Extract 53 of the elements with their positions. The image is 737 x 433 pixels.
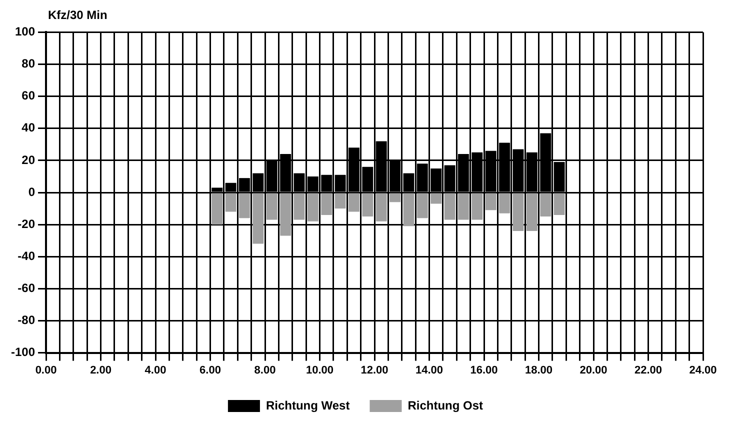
y-tick-label: -20 bbox=[18, 216, 36, 231]
bar bbox=[512, 193, 524, 231]
bar bbox=[294, 193, 305, 220]
bar bbox=[430, 193, 442, 204]
y-tick-label: 100 bbox=[14, 24, 36, 39]
bar bbox=[390, 193, 401, 202]
x-tick-label: 0.00 bbox=[35, 364, 57, 376]
y-tick-label: 40 bbox=[22, 120, 36, 135]
bar bbox=[225, 193, 236, 212]
bar bbox=[334, 193, 346, 209]
y-tick-label: 80 bbox=[22, 56, 36, 71]
x-tick-label: 12.00 bbox=[360, 364, 388, 376]
bar bbox=[485, 193, 496, 210]
y-axis-title: Kfz/30 Min bbox=[47, 8, 108, 22]
x-tick-label: 14.00 bbox=[415, 364, 444, 376]
bar bbox=[526, 193, 538, 231]
y-tick-label: -40 bbox=[18, 248, 36, 263]
bar bbox=[212, 193, 223, 225]
y-tick-label: 20 bbox=[22, 152, 36, 167]
bar bbox=[239, 193, 250, 218]
bar bbox=[540, 193, 552, 217]
bar bbox=[376, 193, 387, 222]
legend-label: Richtung West bbox=[266, 398, 350, 412]
bar bbox=[362, 193, 374, 217]
bar bbox=[499, 193, 510, 214]
x-tick-label: 16.00 bbox=[470, 364, 498, 376]
x-tick-label: 8.00 bbox=[254, 364, 276, 376]
bar bbox=[416, 193, 428, 218]
legend-label: Richtung Ost bbox=[408, 398, 484, 412]
bar bbox=[280, 193, 292, 236]
bar bbox=[348, 193, 360, 212]
x-tick-label: 22.00 bbox=[634, 364, 662, 376]
bar bbox=[266, 193, 278, 220]
bar bbox=[252, 193, 264, 244]
x-tick-label: 18.00 bbox=[524, 364, 553, 376]
bar bbox=[554, 193, 565, 215]
x-tick-label: 6.00 bbox=[200, 364, 221, 376]
bar bbox=[444, 193, 456, 220]
x-tick-label: 2.00 bbox=[90, 364, 112, 376]
bar bbox=[472, 193, 483, 220]
y-tick-label: -80 bbox=[18, 313, 36, 328]
x-tick-label: 4.00 bbox=[144, 364, 166, 376]
y-tick-label: 60 bbox=[22, 88, 36, 103]
y-tick-label: -100 bbox=[10, 345, 36, 360]
bar bbox=[307, 193, 318, 222]
x-tick-label: 10.00 bbox=[306, 364, 334, 376]
bar bbox=[458, 193, 469, 220]
y-tick-label: -60 bbox=[18, 280, 36, 295]
x-tick-label: 24.00 bbox=[689, 364, 717, 376]
x-tick-label: 20.00 bbox=[580, 364, 608, 376]
bar bbox=[321, 193, 332, 215]
y-tick-label: 0 bbox=[28, 184, 36, 199]
bar bbox=[403, 193, 414, 226]
